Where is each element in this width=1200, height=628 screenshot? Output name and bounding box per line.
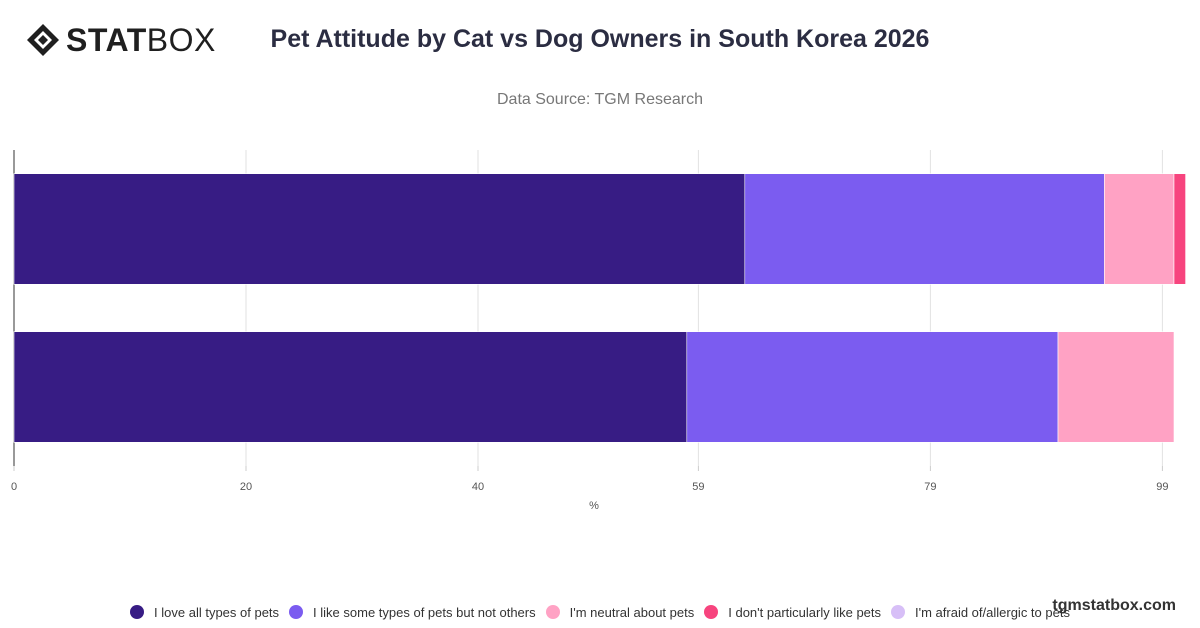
bar-segment	[13, 331, 688, 443]
legend-label: I'm neutral about pets	[569, 604, 695, 620]
x-tick-label: 79	[924, 481, 936, 493]
legend-swatch	[545, 605, 560, 619]
bar-segment	[1057, 331, 1175, 443]
legend-swatch	[891, 605, 906, 619]
x-tick-label: 59	[692, 481, 704, 493]
x-tick-label: 40	[472, 481, 484, 493]
legend-item[interactable]: I'm afraid of/allergic to pets	[891, 605, 1070, 620]
chart-legend: I love all types of pets I like some type…	[0, 601, 1200, 623]
chart-title: Pet Attitude by Cat vs Dog Owners in Sou…	[270, 25, 930, 53]
legend-item[interactable]: I love all types of pets	[130, 605, 279, 620]
legend-item[interactable]: I don't particularly like pets	[704, 605, 881, 620]
bar-segment	[1173, 173, 1186, 285]
logo-text: STATBOX	[66, 22, 216, 58]
legend-swatch	[130, 605, 145, 619]
legend-swatch	[289, 605, 304, 619]
watermark: tgmstatbox.com	[1052, 597, 1176, 614]
legend-label: I love all types of pets	[154, 604, 280, 620]
logo-text-light: BOX	[146, 22, 216, 58]
statbox-diamond-icon	[27, 24, 59, 56]
x-axis-label: %	[589, 500, 599, 512]
legend-label: I don't particularly like pets	[728, 604, 882, 620]
x-tick-label: 99	[1156, 481, 1168, 493]
bar-segment	[13, 173, 746, 285]
legend-item[interactable]: I'm neutral about pets	[545, 604, 695, 620]
legend-label: I like some types of pets but not others	[313, 604, 536, 620]
chart-subtitle: Data Source: TGM Research	[496, 91, 703, 108]
legend-swatch	[704, 605, 719, 619]
x-tick-label: 20	[240, 481, 252, 493]
bar-segment	[1104, 173, 1175, 285]
legend-item[interactable]: I like some types of pets but not others	[289, 605, 536, 620]
statbox-logo: STATBOX	[26, 22, 216, 58]
legend-label: I'm afraid of/allergic to pets	[915, 604, 1070, 620]
x-tick-label: 0	[11, 481, 17, 493]
bar-segment	[686, 331, 1059, 443]
logo-text-bold: STAT	[66, 22, 147, 58]
bar-segment	[744, 173, 1105, 285]
